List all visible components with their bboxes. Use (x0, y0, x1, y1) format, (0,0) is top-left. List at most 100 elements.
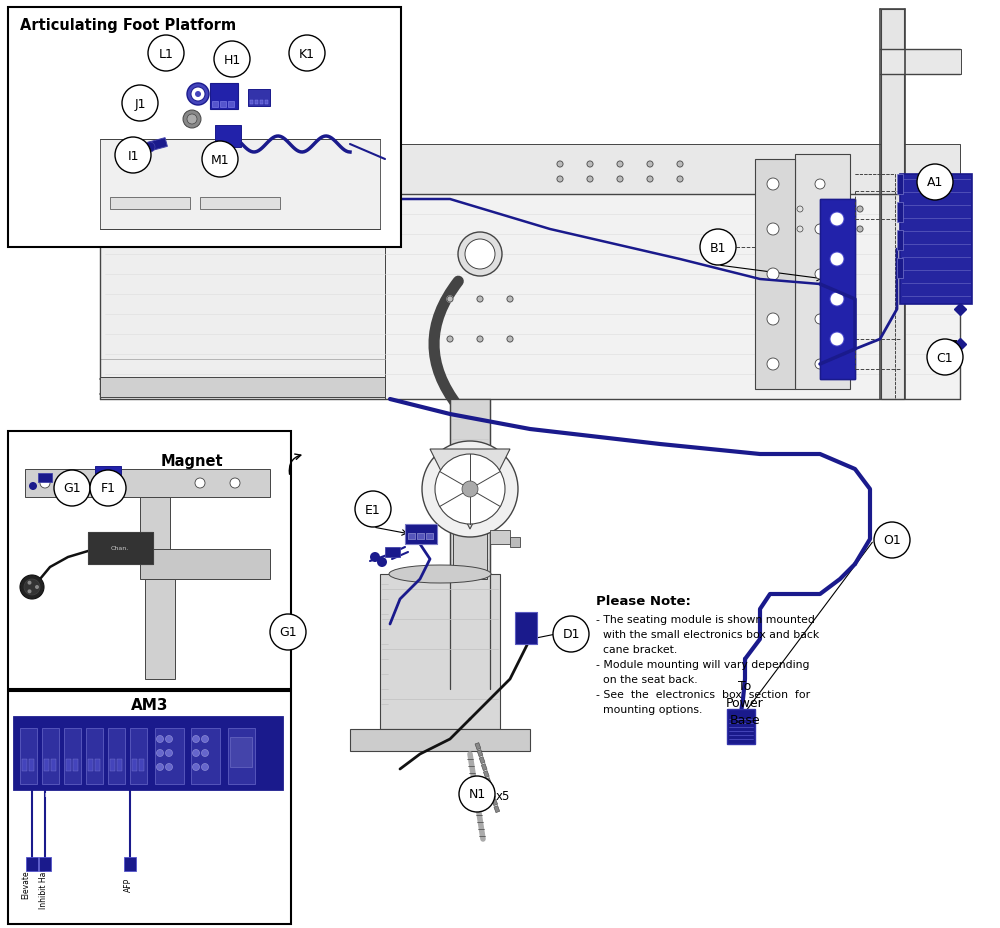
Circle shape (70, 479, 80, 488)
Circle shape (447, 297, 453, 303)
Polygon shape (820, 200, 855, 380)
Circle shape (827, 207, 833, 213)
Text: H1: H1 (223, 54, 241, 67)
Bar (38, 473, 52, 483)
Text: cane bracket.: cane bracket. (596, 644, 677, 654)
Polygon shape (450, 400, 490, 690)
Bar (97, 475, 105, 483)
Circle shape (797, 226, 803, 233)
Circle shape (647, 177, 653, 183)
Circle shape (90, 470, 126, 507)
Circle shape (477, 337, 483, 342)
Bar (515, 612, 537, 644)
Circle shape (115, 138, 151, 174)
Bar (215, 126, 241, 148)
Circle shape (917, 165, 953, 200)
Circle shape (767, 179, 779, 191)
Circle shape (830, 252, 844, 266)
Circle shape (857, 226, 863, 233)
Circle shape (28, 581, 32, 585)
Circle shape (202, 142, 238, 178)
Circle shape (370, 552, 380, 562)
Bar (490, 531, 510, 545)
Text: x5: x5 (496, 789, 510, 802)
Bar (44, 759, 49, 771)
Bar (39, 857, 51, 871)
Text: D1: D1 (562, 628, 580, 641)
Text: - The seating module is shown mounted: - The seating module is shown mounted (596, 614, 815, 625)
Bar (108, 728, 125, 784)
Text: IN-C: IN-C (45, 793, 56, 797)
Circle shape (24, 579, 40, 596)
Bar (405, 524, 437, 545)
Circle shape (193, 764, 200, 770)
Bar (475, 742, 481, 750)
Circle shape (767, 269, 779, 280)
Text: E1: E1 (365, 503, 381, 516)
Text: L1: L1 (159, 47, 173, 60)
Circle shape (767, 358, 779, 370)
Bar (97, 475, 105, 483)
Text: N1: N1 (468, 788, 486, 801)
Circle shape (797, 207, 803, 213)
Circle shape (587, 161, 593, 168)
Text: G1: G1 (279, 625, 297, 638)
Polygon shape (385, 145, 960, 195)
Bar (51, 759, 56, 771)
Text: Elevate: Elevate (22, 870, 31, 898)
Bar (8, 432, 291, 690)
Circle shape (435, 455, 505, 524)
Text: Inhibit Harn.: Inhibit Harn. (39, 860, 48, 908)
Bar (270, 381, 300, 390)
Circle shape (157, 736, 164, 742)
Text: A3: A3 (25, 793, 32, 797)
Text: I1: I1 (127, 149, 139, 162)
Text: Magnet
Inhibit: Magnet Inhibit (161, 454, 223, 487)
Bar (95, 759, 100, 771)
Text: B1: B1 (710, 241, 726, 254)
Bar (510, 537, 520, 548)
Bar (515, 612, 537, 644)
Circle shape (767, 314, 779, 326)
Circle shape (447, 337, 453, 342)
Polygon shape (100, 195, 385, 400)
Circle shape (815, 360, 825, 369)
Polygon shape (755, 160, 795, 390)
Bar (108, 475, 116, 483)
Circle shape (20, 575, 44, 599)
Bar (380, 574, 500, 729)
Bar (897, 174, 903, 195)
Circle shape (507, 297, 513, 303)
Bar (26, 857, 38, 871)
Bar (492, 799, 498, 806)
Bar (108, 475, 116, 483)
Circle shape (815, 180, 825, 190)
Bar (42, 728, 59, 784)
Text: LIGHT: LIGHT (233, 793, 250, 797)
Circle shape (815, 270, 825, 279)
Circle shape (507, 337, 513, 342)
Circle shape (270, 614, 306, 651)
Bar (139, 759, 144, 771)
Circle shape (677, 177, 683, 183)
Text: A1: A1 (927, 176, 943, 189)
Circle shape (29, 483, 37, 491)
Circle shape (195, 92, 201, 97)
Circle shape (28, 589, 32, 594)
Bar (897, 203, 903, 223)
Text: K1: K1 (299, 47, 315, 60)
Bar (260, 101, 263, 105)
Circle shape (35, 586, 39, 589)
Circle shape (857, 207, 863, 213)
Text: on the seat back.: on the seat back. (596, 675, 698, 684)
Circle shape (647, 161, 653, 168)
Bar (897, 259, 903, 278)
Text: Chan.: Chan. (111, 546, 129, 550)
Bar (477, 750, 483, 757)
Bar (191, 728, 220, 784)
Text: F1: F1 (101, 482, 116, 495)
Circle shape (557, 177, 563, 183)
Circle shape (830, 292, 844, 306)
Circle shape (289, 36, 325, 72)
Circle shape (553, 616, 589, 652)
